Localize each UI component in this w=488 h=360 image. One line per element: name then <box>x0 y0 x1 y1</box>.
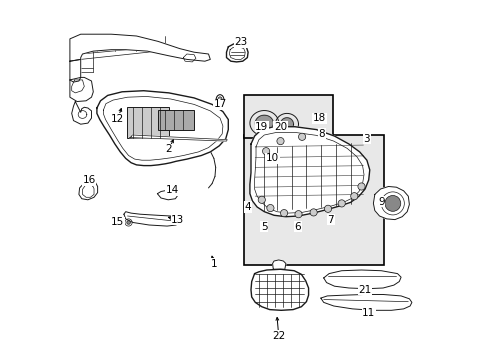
Polygon shape <box>70 77 93 102</box>
Polygon shape <box>157 190 178 200</box>
Polygon shape <box>79 176 98 200</box>
Ellipse shape <box>216 95 224 105</box>
Circle shape <box>294 211 302 218</box>
Polygon shape <box>323 270 400 289</box>
Circle shape <box>350 193 357 200</box>
Text: 8: 8 <box>318 129 325 139</box>
Circle shape <box>125 219 132 226</box>
Circle shape <box>298 133 305 140</box>
Text: 12: 12 <box>111 114 124 124</box>
Polygon shape <box>280 118 293 131</box>
Polygon shape <box>97 91 228 166</box>
Bar <box>244 135 384 265</box>
Polygon shape <box>320 294 411 310</box>
Text: 7: 7 <box>327 215 333 225</box>
Text: 1: 1 <box>210 258 217 269</box>
Bar <box>158 110 194 130</box>
Circle shape <box>337 200 345 207</box>
Polygon shape <box>272 260 285 269</box>
Polygon shape <box>72 80 84 93</box>
Text: 5: 5 <box>261 222 267 232</box>
Text: 19: 19 <box>255 122 268 132</box>
Circle shape <box>276 138 284 145</box>
Polygon shape <box>255 115 273 131</box>
Polygon shape <box>70 59 81 82</box>
Text: 6: 6 <box>294 222 301 232</box>
Polygon shape <box>373 186 408 220</box>
Circle shape <box>126 221 130 224</box>
Polygon shape <box>249 127 369 217</box>
Bar <box>127 107 168 138</box>
Text: 10: 10 <box>265 153 279 163</box>
Text: 17: 17 <box>213 99 226 109</box>
Text: 22: 22 <box>271 330 285 341</box>
Text: 9: 9 <box>377 197 384 207</box>
Circle shape <box>266 204 273 212</box>
Polygon shape <box>250 269 308 310</box>
Polygon shape <box>72 102 91 124</box>
Polygon shape <box>123 212 179 226</box>
Circle shape <box>309 209 317 216</box>
Text: 14: 14 <box>165 185 179 195</box>
Text: 3: 3 <box>363 134 369 144</box>
Polygon shape <box>183 54 196 62</box>
Ellipse shape <box>218 97 222 103</box>
Text: 18: 18 <box>312 113 325 123</box>
Circle shape <box>324 205 331 212</box>
Text: 16: 16 <box>82 175 96 185</box>
Polygon shape <box>129 135 227 141</box>
Polygon shape <box>226 44 247 62</box>
Bar <box>244 95 332 138</box>
Text: 11: 11 <box>361 308 375 318</box>
Text: 15: 15 <box>111 217 124 228</box>
Text: 21: 21 <box>358 285 371 295</box>
Circle shape <box>262 148 269 155</box>
Text: 20: 20 <box>273 122 286 132</box>
Text: 13: 13 <box>171 215 184 225</box>
Circle shape <box>384 195 400 211</box>
Circle shape <box>280 210 287 217</box>
Text: 4: 4 <box>244 202 251 212</box>
Circle shape <box>258 196 265 203</box>
Polygon shape <box>70 34 210 61</box>
Text: 2: 2 <box>165 144 172 154</box>
Text: 23: 23 <box>234 37 247 48</box>
Circle shape <box>357 183 365 190</box>
